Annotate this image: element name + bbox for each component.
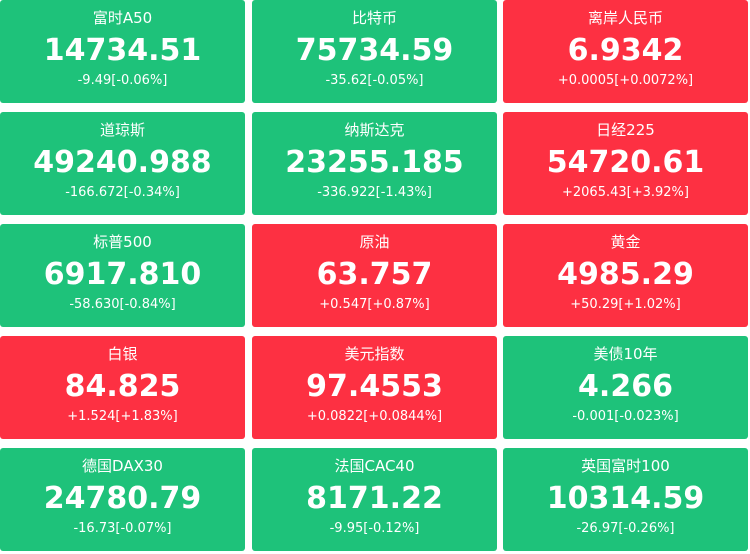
quote-name: 原油	[359, 233, 390, 251]
quote-price: 23255.185	[285, 145, 464, 180]
quote-tile[interactable]: 比特币 75734.59 -35.62[-0.05%]	[252, 0, 497, 103]
quote-change: -0.001[-0.023%]	[572, 409, 679, 424]
quote-price: 8171.22	[306, 481, 443, 516]
quote-price: 84.825	[64, 369, 181, 404]
quote-name: 英国富时100	[581, 457, 670, 475]
quote-change: +0.0822[+0.0844%]	[306, 409, 443, 424]
quote-name: 比特币	[351, 9, 397, 27]
quote-change: -26.97[-0.26%]	[576, 521, 675, 536]
quote-tile[interactable]: 英国富时100 10314.59 -26.97[-0.26%]	[503, 448, 748, 551]
quote-price: 10314.59	[546, 481, 705, 516]
quote-price: 97.4553	[306, 369, 443, 404]
quote-tile[interactable]: 富时A50 14734.51 -9.49[-0.06%]	[0, 0, 245, 103]
quote-name: 美元指数	[344, 345, 405, 363]
quote-name: 标普500	[93, 233, 152, 251]
quote-name: 白银	[107, 345, 138, 363]
quote-name: 法国CAC40	[334, 457, 415, 475]
quote-name: 富时A50	[92, 9, 153, 27]
quote-price: 14734.51	[43, 33, 202, 68]
quote-name: 黄金	[610, 233, 641, 251]
quote-name: 纳斯达克	[344, 121, 405, 139]
quote-change: -166.672[-0.34%]	[65, 185, 180, 200]
quote-tile[interactable]: 原油 63.757 +0.547[+0.87%]	[252, 224, 497, 327]
quote-tile[interactable]: 黄金 4985.29 +50.29[+1.02%]	[503, 224, 748, 327]
quote-change: -16.73[-0.07%]	[73, 521, 172, 536]
quote-tile[interactable]: 纳斯达克 23255.185 -336.922[-1.43%]	[252, 112, 497, 215]
quote-tile[interactable]: 德国DAX30 24780.79 -16.73[-0.07%]	[0, 448, 245, 551]
quote-name: 美债10年	[593, 345, 658, 363]
quote-price: 75734.59	[295, 33, 454, 68]
quote-tile[interactable]: 美债10年 4.266 -0.001[-0.023%]	[503, 336, 748, 439]
quote-change: -58.630[-0.84%]	[69, 297, 176, 312]
quote-change: -35.62[-0.05%]	[325, 73, 424, 88]
quote-change: +0.0005[+0.0072%]	[557, 73, 694, 88]
quote-price: 49240.988	[33, 145, 212, 180]
quote-change: +2065.43[+3.92%]	[562, 185, 689, 200]
quote-change: -9.49[-0.06%]	[77, 73, 168, 88]
quote-price: 24780.79	[43, 481, 202, 516]
quote-tile[interactable]: 离岸人民币 6.9342 +0.0005[+0.0072%]	[503, 0, 748, 103]
quote-name: 离岸人民币	[587, 9, 663, 27]
quote-price: 54720.61	[546, 145, 705, 180]
quote-change: +0.547[+0.87%]	[319, 297, 430, 312]
quote-tile[interactable]: 道琼斯 49240.988 -166.672[-0.34%]	[0, 112, 245, 215]
quote-price: 6.9342	[567, 33, 684, 68]
quote-tile[interactable]: 标普500 6917.810 -58.630[-0.84%]	[0, 224, 245, 327]
quote-price: 4985.29	[557, 257, 694, 292]
quote-change: +1.524[+1.83%]	[67, 409, 178, 424]
quote-name: 德国DAX30	[82, 457, 163, 475]
quote-change: -336.922[-1.43%]	[317, 185, 432, 200]
quote-tile[interactable]: 日经225 54720.61 +2065.43[+3.92%]	[503, 112, 748, 215]
quote-price: 63.757	[316, 257, 433, 292]
quote-name: 道琼斯	[99, 121, 145, 139]
quote-tile[interactable]: 法国CAC40 8171.22 -9.95[-0.12%]	[252, 448, 497, 551]
quote-tile[interactable]: 白银 84.825 +1.524[+1.83%]	[0, 336, 245, 439]
quote-price: 6917.810	[43, 257, 202, 292]
quote-change: -9.95[-0.12%]	[329, 521, 420, 536]
quote-change: +50.29[+1.02%]	[570, 297, 681, 312]
quote-tile[interactable]: 美元指数 97.4553 +0.0822[+0.0844%]	[252, 336, 497, 439]
quote-price: 4.266	[578, 369, 673, 404]
quote-name: 日经225	[596, 121, 655, 139]
